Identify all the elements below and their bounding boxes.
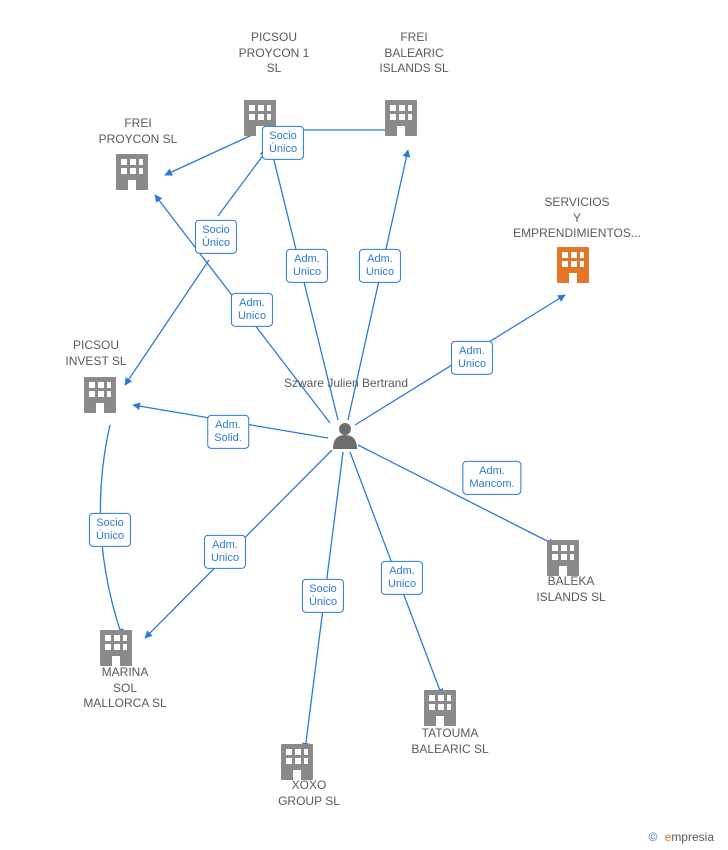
company-icon[interactable] — [281, 744, 313, 780]
company-label[interactable]: XOXO GROUP SL — [278, 778, 340, 809]
edge — [125, 260, 209, 385]
company-label[interactable]: FREI BALEARIC ISLANDS SL — [379, 30, 448, 77]
edge-label: Adm. Mancom. — [462, 461, 521, 495]
edge-label: Socio Único — [302, 579, 344, 613]
edge-label: Adm. Solid. — [207, 415, 249, 449]
person-icon[interactable] — [333, 423, 357, 449]
edge-label: Socio Único — [195, 220, 237, 254]
edge-label: Adm. Unico — [359, 249, 401, 283]
person-label[interactable]: Szware Julien Bertrand — [284, 376, 408, 392]
company-icon[interactable] — [557, 247, 589, 283]
credit-label: © empresia — [648, 830, 714, 844]
company-icon[interactable] — [547, 540, 579, 576]
edge-label: Adm. Unico — [204, 535, 246, 569]
company-label[interactable]: FREI PROYCON SL — [99, 116, 178, 147]
edge-label: Adm. Unico — [451, 341, 493, 375]
company-label[interactable]: BALEKA ISLANDS SL — [536, 574, 605, 605]
edge-label: Socio Único — [89, 513, 131, 547]
company-label[interactable]: PICSOU INVEST SL — [65, 338, 126, 369]
company-icon[interactable] — [84, 377, 116, 413]
company-icon[interactable] — [100, 630, 132, 666]
edge — [218, 150, 267, 216]
company-icon[interactable] — [385, 100, 417, 136]
edge-label: Socio Único — [262, 126, 304, 160]
company-label[interactable]: TATOUMA BALEARIC SL — [411, 726, 488, 757]
edge — [358, 445, 555, 545]
credit-text: mpresia — [671, 830, 714, 844]
company-label[interactable]: MARINA SOL MALLORCA SL — [83, 665, 166, 712]
edge — [165, 135, 252, 175]
edge-label: Adm. Unico — [381, 561, 423, 595]
company-icon[interactable] — [424, 690, 456, 726]
company-label[interactable]: PICSOU PROYCON 1 SL — [239, 30, 310, 77]
credit-symbol: © — [648, 830, 657, 844]
company-label[interactable]: SERVICIOS Y EMPRENDIMIENTOS... — [513, 195, 641, 242]
company-icon[interactable] — [116, 154, 148, 190]
edge-label: Adm. Unico — [286, 249, 328, 283]
edge-label: Adm. Unico — [231, 293, 273, 327]
